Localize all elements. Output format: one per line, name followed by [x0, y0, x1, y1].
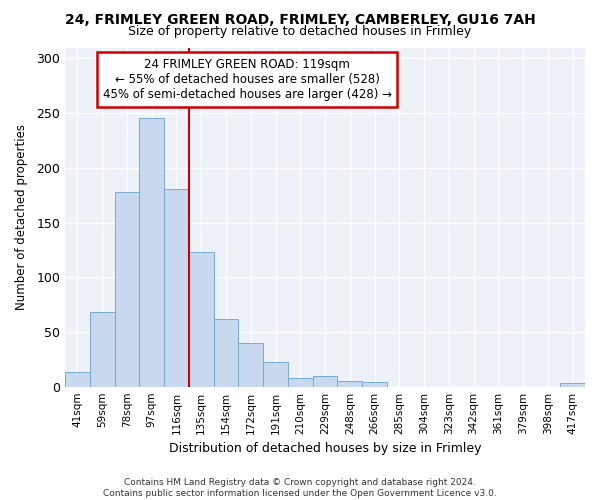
Bar — [90, 312, 115, 386]
Text: Size of property relative to detached houses in Frimley: Size of property relative to detached ho… — [128, 25, 472, 38]
Bar — [238, 343, 263, 386]
Bar — [337, 381, 362, 386]
Bar — [288, 378, 313, 386]
Y-axis label: Number of detached properties: Number of detached properties — [15, 124, 28, 310]
Bar — [263, 362, 288, 386]
Bar — [362, 382, 387, 386]
X-axis label: Distribution of detached houses by size in Frimley: Distribution of detached houses by size … — [169, 442, 481, 455]
Bar — [115, 192, 139, 386]
Bar — [313, 376, 337, 386]
Text: Contains HM Land Registry data © Crown copyright and database right 2024.
Contai: Contains HM Land Registry data © Crown c… — [103, 478, 497, 498]
Text: 24 FRIMLEY GREEN ROAD: 119sqm
← 55% of detached houses are smaller (528)
45% of : 24 FRIMLEY GREEN ROAD: 119sqm ← 55% of d… — [103, 58, 392, 100]
Bar — [189, 252, 214, 386]
Text: 24, FRIMLEY GREEN ROAD, FRIMLEY, CAMBERLEY, GU16 7AH: 24, FRIMLEY GREEN ROAD, FRIMLEY, CAMBERL… — [65, 12, 535, 26]
Bar — [560, 384, 585, 386]
Bar — [164, 188, 189, 386]
Bar — [139, 118, 164, 386]
Bar — [214, 319, 238, 386]
Bar — [65, 372, 90, 386]
